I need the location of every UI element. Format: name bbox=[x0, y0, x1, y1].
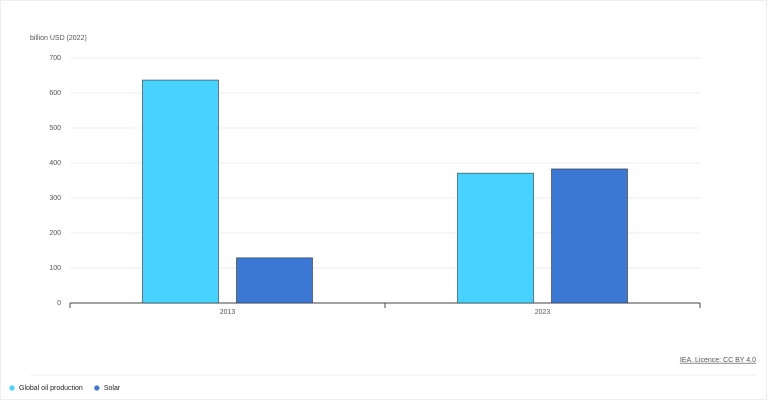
bar bbox=[551, 168, 628, 304]
y-tick-label: 500 bbox=[49, 125, 61, 132]
bar bbox=[142, 79, 219, 304]
y-tick-label: 300 bbox=[49, 195, 61, 202]
legend-label: Global oil production bbox=[19, 385, 83, 392]
x-tick-label: 2013 bbox=[220, 309, 236, 316]
legend-label: Solar bbox=[104, 385, 121, 392]
x-tick-label: 2023 bbox=[535, 309, 551, 316]
y-tick-label: 400 bbox=[49, 160, 61, 167]
legend-swatch bbox=[9, 385, 15, 391]
y-axis-label: billion USD (2022) bbox=[30, 35, 87, 42]
legend-swatch bbox=[94, 385, 100, 391]
bar bbox=[236, 257, 313, 304]
source-link[interactable]: IEA. Licence: CC BY 4.0 bbox=[680, 357, 756, 364]
y-tick-label: 600 bbox=[49, 90, 61, 97]
y-tick-label: 100 bbox=[49, 265, 61, 272]
bar bbox=[457, 172, 534, 304]
y-tick-label: 0 bbox=[57, 300, 61, 307]
y-tick-label: 700 bbox=[49, 55, 61, 62]
y-tick-label: 200 bbox=[49, 230, 61, 237]
